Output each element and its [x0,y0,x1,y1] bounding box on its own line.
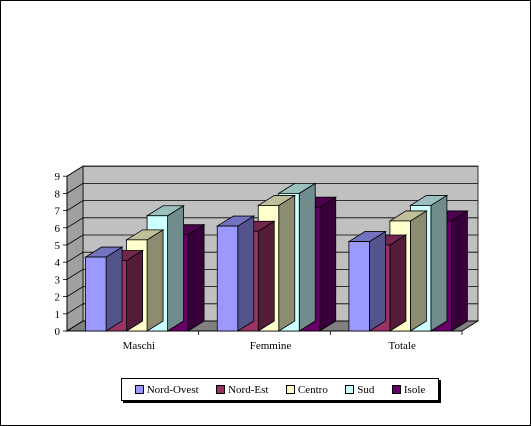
bar-side [126,249,143,332]
y-tick-label: 6 [55,223,61,235]
legend: Nord-Ovest Nord-Est Centro Sud Isole [121,378,439,401]
y-tick-label: 4 [55,257,61,269]
legend-swatch [345,385,355,394]
bar-side [430,194,448,332]
gridline [66,182,478,194]
y-tick-label: 9 [55,171,61,183]
bar-side [105,246,123,332]
y-tick-label: 7 [55,206,61,218]
bar-side [278,194,296,332]
bar-side [146,229,164,332]
gridline [66,286,478,297]
y-tick-label: 8 [55,188,61,200]
bar-side [187,223,205,332]
legend-label: Sud [357,383,375,396]
bar-side [451,210,468,332]
legend-label: Centro [297,383,328,396]
y-tick-label: 2 [55,292,61,304]
bar [84,246,124,332]
gridline [66,268,478,280]
bar-side [257,220,275,332]
bar-side [167,205,184,332]
legend-item: Centro [285,383,328,396]
legend-item: Isole [391,383,426,396]
legend-label: Nord-Est [228,383,269,396]
bar [215,215,256,332]
bar [347,230,387,332]
bar-side [410,210,427,332]
bar-side [319,196,337,332]
side-wall [66,165,84,332]
gridline [66,165,478,177]
legend-item: Nord-Ovest [134,383,199,396]
bar-side [298,182,316,332]
legend-swatch [391,385,401,394]
bar-front [348,241,370,332]
y-tick-label: 0 [55,326,61,338]
gridline [66,320,478,332]
legend-item: Sud [345,384,374,396]
x-category-label: Femmine [250,340,292,352]
gridline [66,217,478,229]
bar-front [216,225,239,332]
legend-item: Nord-Est [216,384,268,396]
bar-side [389,234,407,332]
x-category-label: Totale [389,340,416,352]
bar-front [85,256,107,332]
legend-label: Isole [403,383,426,396]
gridline [66,251,478,263]
legend-swatch [134,385,144,394]
legend-label: Nord-Ovest [146,383,199,396]
bar-side [237,215,255,332]
bar-side [369,230,386,332]
x-category-label: Maschi [123,340,155,352]
gridline [66,200,478,211]
gridline [66,234,478,246]
gridline [66,303,478,315]
legend-swatch [285,385,295,394]
y-tick-label: 1 [55,309,61,321]
y-tick-label: 5 [55,240,61,252]
legend-swatch [216,385,226,394]
y-tick-label: 3 [55,274,61,286]
